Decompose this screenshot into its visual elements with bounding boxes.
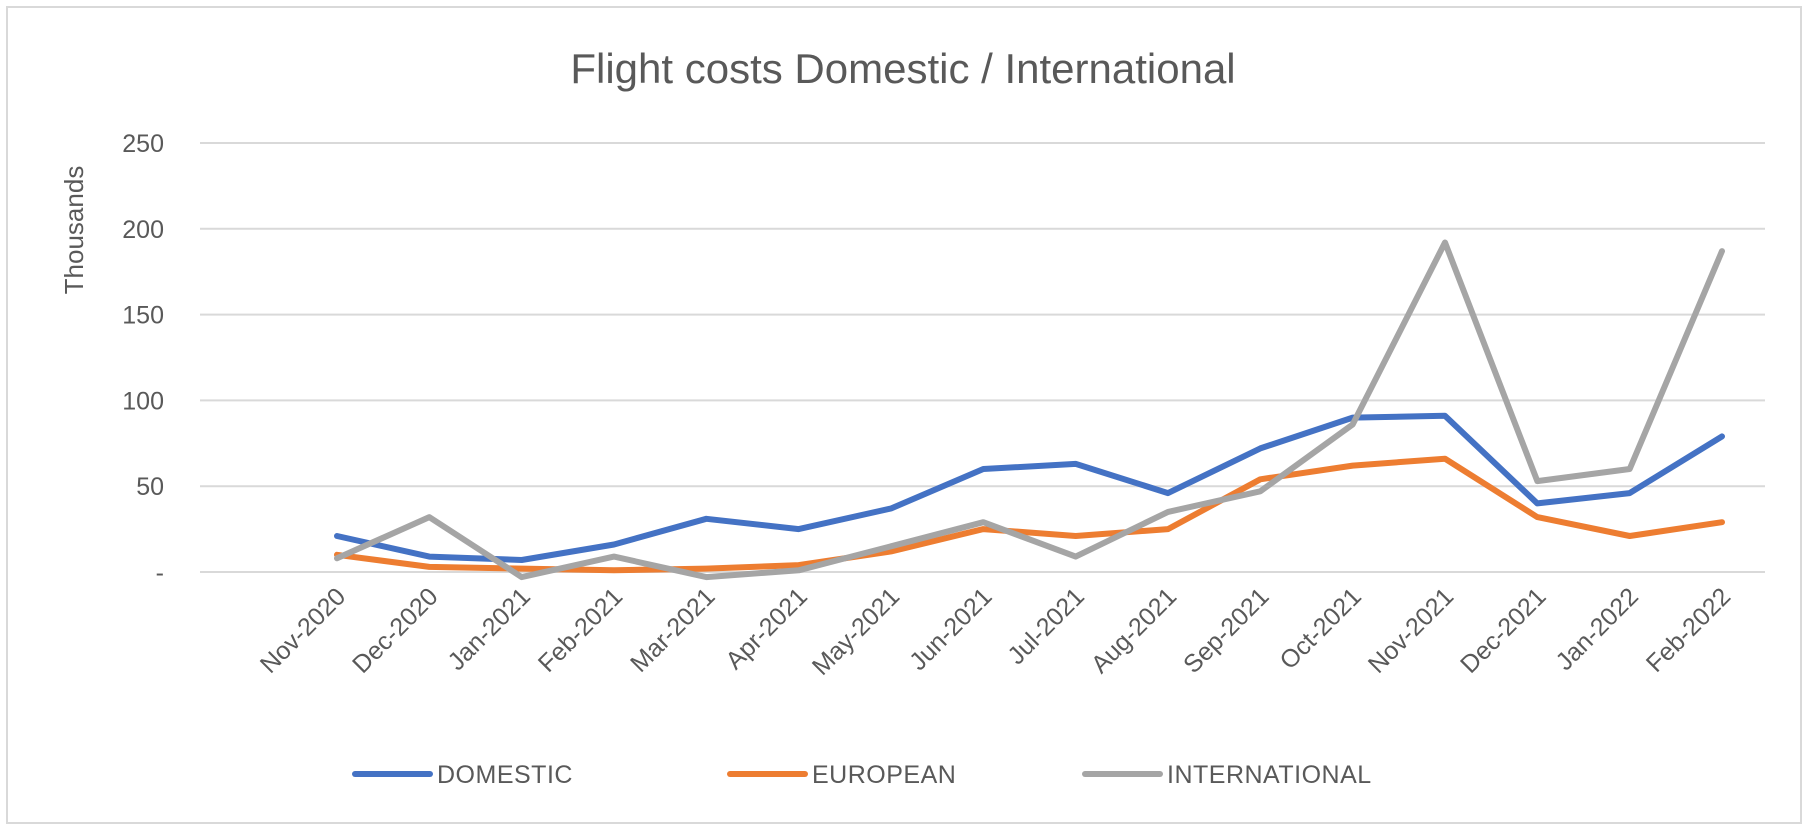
x-axis-ticks: Nov-2020Dec-2020Jan-2021Feb-2021Mar-2021… bbox=[255, 582, 1736, 680]
x-tick-label: Mar-2021 bbox=[625, 582, 720, 677]
gridlines bbox=[200, 142, 1765, 573]
x-tick-label: Nov-2021 bbox=[1363, 582, 1459, 678]
legend: DOMESTIC EUROPEAN INTERNATIONAL bbox=[352, 761, 1372, 789]
y-tick-label: 50 bbox=[136, 473, 164, 501]
legend-label: DOMESTIC bbox=[437, 761, 573, 789]
series-line-domestic bbox=[334, 412, 1725, 563]
x-tick-label: May-2021 bbox=[807, 582, 905, 680]
legend-label: EUROPEAN bbox=[812, 761, 956, 789]
legend-label: INTERNATIONAL bbox=[1167, 761, 1372, 789]
y-tick-label: - bbox=[156, 559, 164, 587]
series-line-international bbox=[334, 239, 1725, 581]
y-tick-label: 200 bbox=[122, 216, 164, 244]
x-tick-label: Aug-2021 bbox=[1086, 582, 1182, 678]
y-tick-label: 250 bbox=[122, 130, 164, 158]
x-tick-label: Dec-2021 bbox=[1455, 582, 1551, 678]
x-tick-label: Jan-2021 bbox=[442, 582, 536, 676]
chart-title: Flight costs Domestic / International bbox=[570, 45, 1235, 92]
y-axis-ticks: - 50 100 150 200 250 bbox=[122, 130, 164, 587]
x-tick-label: Feb-2022 bbox=[1641, 582, 1736, 677]
y-axis-label: Thousands bbox=[59, 166, 89, 295]
x-tick-label: Apr-2021 bbox=[720, 582, 813, 675]
x-tick-label: Nov-2020 bbox=[255, 582, 351, 678]
x-tick-label: Jul-2021 bbox=[1002, 582, 1090, 670]
x-tick-label: Dec-2020 bbox=[347, 582, 443, 678]
x-tick-label: Feb-2021 bbox=[533, 582, 628, 677]
y-tick-label: 150 bbox=[122, 302, 164, 330]
x-tick-label: Oct-2021 bbox=[1274, 582, 1367, 675]
x-tick-label: Sep-2021 bbox=[1178, 582, 1274, 678]
x-tick-label: Jun-2021 bbox=[904, 582, 998, 676]
x-tick-label: Jan-2022 bbox=[1550, 582, 1644, 676]
y-tick-label: 100 bbox=[122, 387, 164, 415]
series-lines bbox=[334, 239, 1725, 581]
